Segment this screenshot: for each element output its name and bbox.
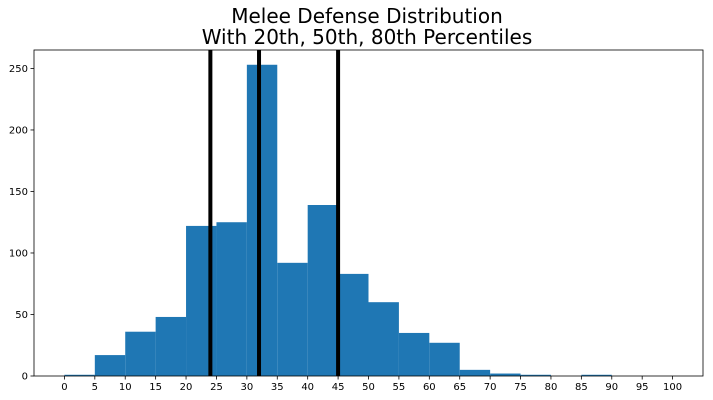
x-tick-label: 35 <box>271 382 284 393</box>
histogram-bar-10-15 <box>125 331 156 376</box>
histogram-bar-5-10 <box>94 355 126 376</box>
x-tick-label: 45 <box>332 382 345 393</box>
x-tick-label: 50 <box>362 382 375 393</box>
y-tick-label: 150 <box>9 187 28 198</box>
x-tick-label: 85 <box>575 382 588 393</box>
histogram-bar-45-50 <box>338 273 369 376</box>
x-tick-label: 40 <box>301 382 314 393</box>
x-tick-label: 55 <box>393 382 406 393</box>
x-tick-label: 15 <box>149 382 162 393</box>
histogram-bar-75-80 <box>520 374 551 376</box>
y-tick-label: 100 <box>9 248 28 259</box>
histogram-bar-65-70 <box>459 369 491 376</box>
y-tick-label: 200 <box>9 125 28 136</box>
y-tick-label: 0 <box>22 372 28 383</box>
x-tick-label: 30 <box>240 382 253 393</box>
histogram-bar-15-20 <box>155 316 187 376</box>
x-tick-label: 0 <box>61 382 67 393</box>
x-tick-label: 70 <box>484 382 497 393</box>
x-tick-label: 5 <box>92 382 98 393</box>
chart-title-line-1: Melee Defense Distribution <box>231 4 503 28</box>
histogram-bar-0-5 <box>64 374 95 376</box>
x-tick-label: 10 <box>119 382 132 393</box>
x-tick-label: 60 <box>423 382 436 393</box>
histogram-bar-70-75 <box>490 373 521 376</box>
x-tick-label: 80 <box>545 382 558 393</box>
y-axis: 0 50 100 150 200 250 <box>9 64 34 383</box>
y-tick-label: 250 <box>9 64 28 75</box>
x-axis: 0 5 10 15 20 25 30 35 40 45 50 55 60 65 70 75 80 85 90 95 10… <box>61 376 682 393</box>
histogram-bar-30-35 <box>246 64 278 376</box>
histogram-bar-40-45 <box>307 205 339 376</box>
histogram-bar-50-55 <box>368 302 399 376</box>
x-tick-label: 100 <box>663 382 682 393</box>
x-tick-label: 20 <box>180 382 193 393</box>
x-tick-label: 95 <box>636 382 649 393</box>
histogram-bar-55-60 <box>398 332 430 376</box>
percentile-lines-group <box>208 50 341 376</box>
x-tick-label: 25 <box>210 382 223 393</box>
x-tick-label: 65 <box>453 382 466 393</box>
y-tick-label: 50 <box>15 310 28 321</box>
x-tick-label: 90 <box>605 382 618 393</box>
plot-frame <box>33 49 704 377</box>
histogram-bar-25-30 <box>216 222 247 376</box>
histogram-bar-60-65 <box>429 342 460 376</box>
histogram-bar-35-40 <box>277 262 308 376</box>
x-tick-label: 75 <box>514 382 527 393</box>
histogram-bar-85-90 <box>581 374 612 376</box>
chart-title-line-2: With 20th, 50th, 80th Percentiles <box>202 25 533 49</box>
